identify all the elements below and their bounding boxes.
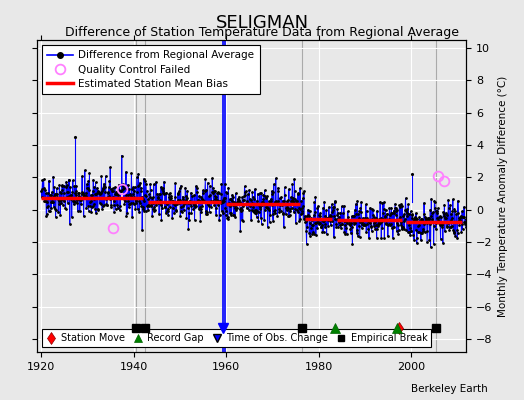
Text: SELIGMAN: SELIGMAN xyxy=(215,14,309,32)
Legend: Station Move, Record Gap, Time of Obs. Change, Empirical Break: Station Move, Record Gap, Time of Obs. C… xyxy=(41,329,431,347)
Text: Berkeley Earth: Berkeley Earth xyxy=(411,384,487,394)
Y-axis label: Monthly Temperature Anomaly Difference (°C): Monthly Temperature Anomaly Difference (… xyxy=(498,75,508,317)
Text: Difference of Station Temperature Data from Regional Average: Difference of Station Temperature Data f… xyxy=(65,26,459,39)
